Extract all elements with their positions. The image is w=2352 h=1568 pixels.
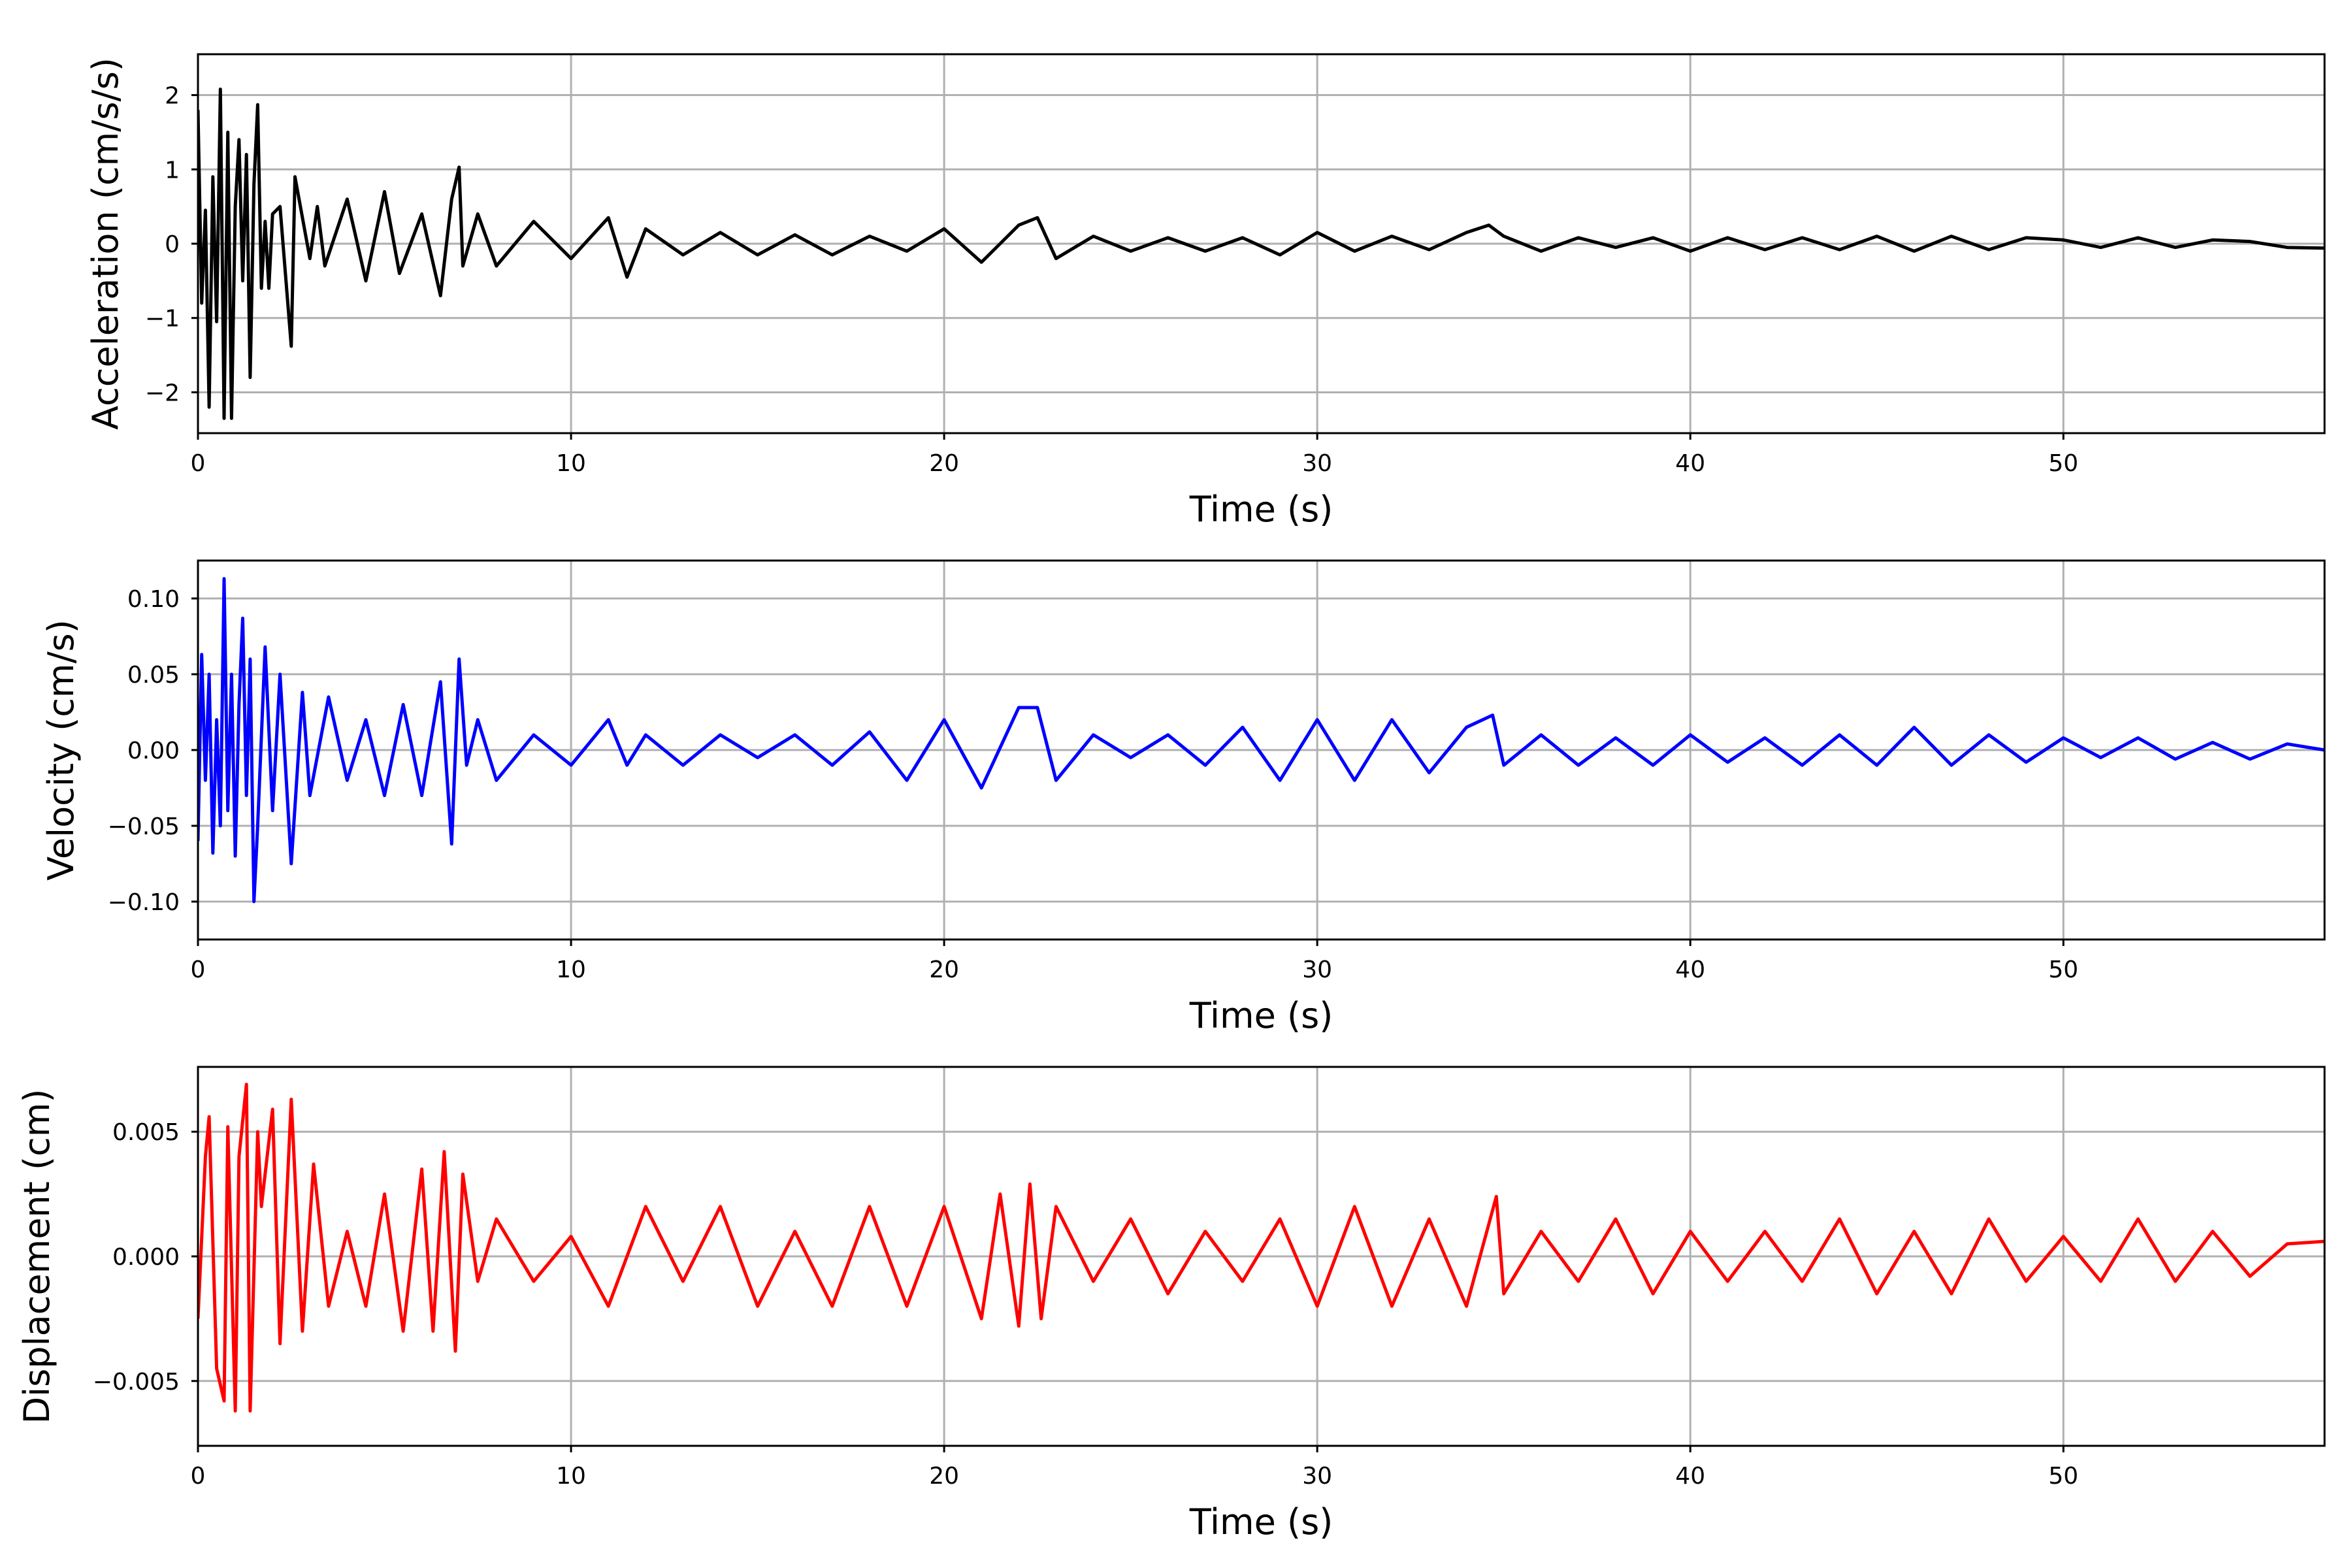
velocity-x-axis-title: Time (s) [1189, 995, 1333, 1036]
velocity-y-tick-label-4: 0.10 [127, 586, 180, 613]
acceleration-x-tick-label-3: 30 [1302, 450, 1332, 477]
acceleration-series-line [198, 88, 2325, 420]
acceleration-x-tick-label-1: 10 [556, 450, 586, 477]
velocity-x-tick-label-3: 30 [1302, 956, 1332, 983]
velocity-y-tick-label-1: −0.05 [108, 813, 180, 840]
velocity-y-tick-label-3: 0.05 [127, 662, 180, 689]
velocity-panel: 0 10 20 30 40 50 −0.10 −0.05 0.00 0.05 0.10 Time (s… [41, 559, 2326, 1036]
displacement-y-tick-label-2: 0.005 [112, 1119, 180, 1146]
acceleration-panel: 0 10 20 30 40 50 −2 −1 0 1 2 Time (s) Acceleration (… [85, 53, 2326, 530]
acceleration-y-tick-label-3: 1 [165, 157, 180, 184]
acceleration-y-tick-label-0: −2 [145, 380, 180, 406]
displacement-x-tick-label-4: 40 [1675, 1463, 1705, 1490]
acceleration-x-tick-label-2: 20 [929, 450, 959, 477]
acceleration-y-tick-label-4: 2 [165, 83, 180, 110]
displacement-panel: 0 10 20 30 40 50 −0.005 0.000 0.005 Time (s) Displ… [16, 1066, 2326, 1543]
acceleration-x-tick-label-0: 0 [191, 450, 206, 477]
velocity-y-tick-label-2: 0.00 [127, 738, 180, 764]
displacement-x-tick-label-5: 50 [2048, 1463, 2078, 1490]
displacement-series-line [198, 1083, 2325, 1413]
acceleration-y-tick-label-2: 0 [165, 231, 180, 258]
velocity-y-axis-title: Velocity (cm/s) [41, 619, 82, 881]
displacement-y-tick-label-0: −0.005 [93, 1369, 180, 1396]
velocity-x-tick-label-2: 20 [929, 956, 959, 983]
velocity-series-line [198, 577, 2325, 904]
velocity-x-tick-label-4: 40 [1675, 956, 1705, 983]
displacement-x-tick-label-2: 20 [929, 1463, 959, 1490]
displacement-y-axis-title: Displacement (cm) [16, 1089, 57, 1424]
displacement-x-tick-label-0: 0 [191, 1463, 206, 1490]
acceleration-y-tick-label-1: −1 [145, 306, 180, 333]
acceleration-y-axis-title: Acceleration (cm/s/s) [85, 57, 126, 430]
displacement-x-tick-label-3: 30 [1302, 1463, 1332, 1490]
velocity-x-tick-label-0: 0 [191, 956, 206, 983]
displacement-y-tick-label-1: 0.000 [112, 1244, 180, 1271]
acceleration-x-tick-label-4: 40 [1675, 450, 1705, 477]
displacement-x-axis-title: Time (s) [1189, 1501, 1333, 1543]
displacement-x-tick-label-1: 10 [556, 1463, 586, 1490]
acceleration-x-axis-title: Time (s) [1189, 489, 1333, 530]
velocity-x-tick-label-5: 50 [2048, 956, 2078, 983]
velocity-x-tick-label-1: 10 [556, 956, 586, 983]
velocity-y-tick-label-0: −0.10 [108, 889, 180, 916]
acceleration-x-tick-label-5: 50 [2048, 450, 2078, 477]
